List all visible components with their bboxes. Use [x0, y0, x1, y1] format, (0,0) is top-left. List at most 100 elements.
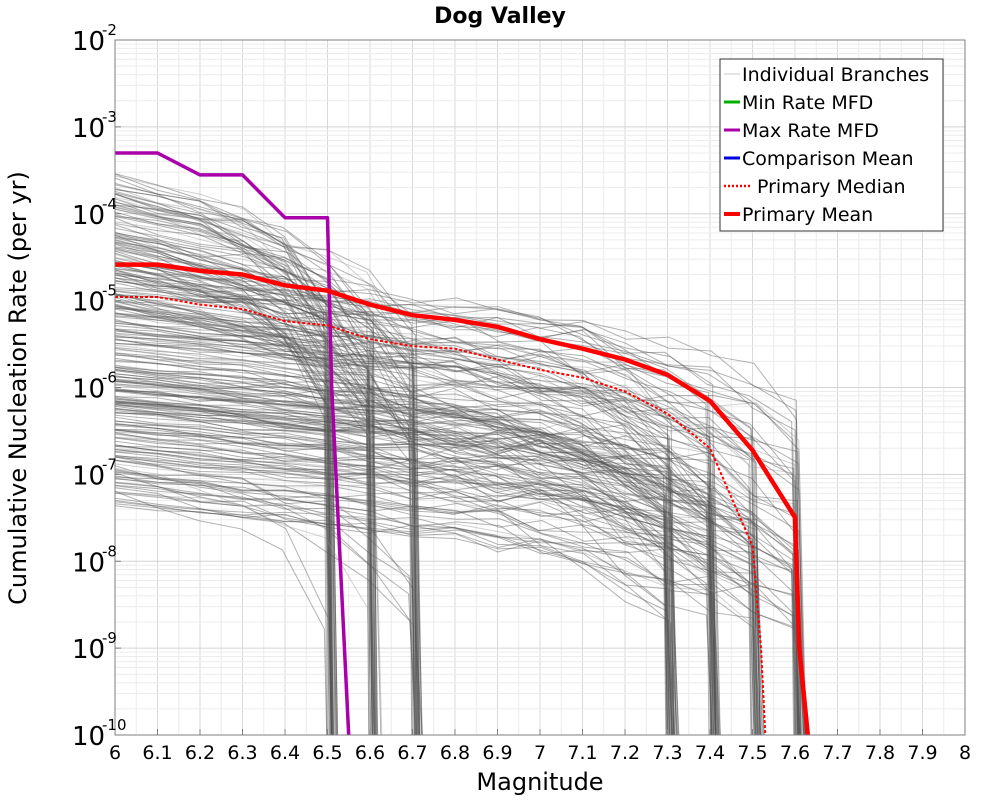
individual-branch-line	[114, 397, 761, 736]
individual-branches-layer	[114, 173, 807, 736]
individual-branch-line	[114, 307, 416, 736]
individual-branch-line	[114, 376, 717, 736]
legend-label: Min Rate MFD	[742, 92, 873, 114]
individual-branch-line	[114, 384, 714, 736]
individual-branch-line	[114, 455, 764, 736]
individual-branch-line	[114, 301, 716, 736]
individual-branch-line	[114, 420, 797, 736]
individual-branch-line	[114, 422, 670, 736]
individual-branch-line	[114, 499, 759, 736]
individual-branch-line	[114, 368, 670, 736]
grid-layer	[114, 40, 966, 736]
individual-branch-line	[114, 387, 671, 736]
x-tick-label: 8	[959, 742, 971, 764]
individual-branch-line	[114, 383, 711, 736]
individual-branch-line	[114, 477, 795, 736]
individual-branch-line	[114, 267, 716, 736]
y-tick-label: 10-8	[72, 542, 117, 578]
individual-branch-line	[114, 301, 675, 736]
individual-branch-line	[114, 328, 721, 736]
individual-branch-line	[114, 484, 672, 736]
individual-branch-line	[114, 381, 673, 736]
individual-branch-line	[114, 432, 673, 736]
series-layer	[115, 151, 811, 736]
individual-branch-line	[114, 404, 763, 736]
individual-branch-line	[114, 353, 713, 736]
x-tick-label: 7.6	[780, 742, 810, 764]
individual-branch-line	[114, 390, 804, 736]
individual-branch-line	[114, 235, 416, 736]
individual-branch-line	[114, 492, 675, 736]
individual-branch-line	[114, 375, 672, 736]
y-tick-label: 10-5	[72, 282, 117, 318]
x-tick-label: 6.9	[482, 742, 512, 764]
individual-branch-line	[114, 463, 760, 736]
individual-branch-line	[114, 405, 720, 736]
individual-branch-line	[114, 293, 379, 736]
individual-branch-line	[114, 408, 761, 736]
individual-branch-line	[114, 215, 423, 736]
individual-branch-line	[114, 401, 713, 736]
individual-branch-line	[114, 497, 713, 736]
individual-branch-line	[114, 208, 421, 736]
individual-branch-line	[114, 456, 417, 736]
individual-branch-line	[114, 404, 805, 736]
individual-branch-line	[114, 204, 414, 736]
individual-branch-line	[114, 208, 378, 736]
individual-branch-line	[114, 272, 716, 736]
individual-branch-line	[114, 201, 420, 736]
individual-branch-line	[114, 294, 378, 736]
individual-branch-line	[114, 305, 420, 736]
individual-branch-line	[114, 445, 756, 736]
individual-branch-line	[114, 342, 805, 736]
individual-branch-line	[114, 290, 800, 736]
individual-branch-line	[114, 424, 759, 736]
individual-branch-line	[114, 232, 417, 736]
y-tick-base: 10	[72, 548, 105, 578]
legend-box	[719, 58, 944, 232]
individual-branch-line	[114, 476, 799, 736]
individual-branch-line	[114, 414, 717, 736]
y-tick-exponent: -4	[102, 195, 117, 213]
x-tick-label: 6.7	[397, 742, 427, 764]
individual-branch-line	[114, 352, 757, 736]
individual-branch-line	[114, 313, 758, 736]
individual-branch-line	[114, 182, 332, 736]
individual-branch-line	[114, 410, 807, 736]
individual-branch-line	[114, 184, 334, 736]
individual-branch-line	[114, 482, 678, 736]
individual-branch-line	[114, 236, 417, 736]
individual-branch-line	[114, 315, 807, 736]
individual-branch-line	[114, 460, 756, 736]
individual-branch-line	[114, 241, 373, 736]
individual-branch-line	[114, 396, 675, 736]
individual-branch-line	[114, 425, 795, 736]
legend-label: Primary Median	[757, 176, 906, 198]
individual-branch-line	[114, 216, 376, 736]
individual-branch-line	[114, 389, 765, 736]
individual-branch-line	[114, 237, 413, 736]
individual-branch-line	[114, 293, 797, 736]
individual-branch-line	[114, 320, 761, 736]
individual-branch-line	[114, 401, 760, 736]
individual-branch-line	[114, 234, 332, 736]
y-tick-base: 10	[72, 375, 105, 405]
individual-branch-line	[114, 188, 371, 736]
x-tick-label: 7.3	[652, 742, 682, 764]
individual-branch-line	[114, 349, 670, 736]
individual-branch-line	[114, 338, 800, 736]
individual-branch-line	[114, 306, 671, 736]
individual-branch-line	[114, 416, 796, 736]
y-tick-label: 10-6	[72, 369, 117, 405]
individual-branch-line	[114, 469, 721, 736]
x-axis-ticks: 6 6.1 6.2 6.3 6.4 6.5 6.6 6.7 6.8 6.9 7 7.1 7.2 7.3 7.…	[109, 729, 971, 764]
y-axis-label: Cumulative Nucleation Rate (per yr)	[4, 171, 32, 605]
y-tick-label: 10-4	[72, 195, 117, 231]
individual-branch-line	[114, 401, 757, 736]
x-tick-label: 7.8	[865, 742, 895, 764]
x-tick-label: 7.1	[567, 742, 597, 764]
individual-branch-line	[114, 433, 717, 736]
individual-branch-line	[114, 420, 715, 736]
